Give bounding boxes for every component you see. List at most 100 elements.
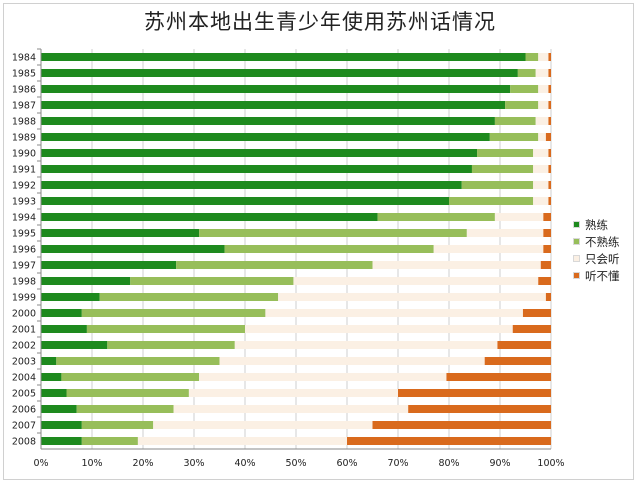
bar-segment-0: [41, 405, 77, 413]
x-tick-label: 50%: [285, 458, 306, 469]
legend-label-3: 听不懂: [585, 268, 620, 283]
y-tick-label: 1985: [12, 69, 36, 80]
y-tick-label: 2005: [12, 389, 36, 400]
y-tick-label: 1996: [12, 245, 36, 256]
bar-segment-3: [548, 117, 551, 125]
bar-segment-0: [41, 357, 57, 365]
bar-segment-3: [548, 181, 551, 189]
legend-label-1: 不熟练: [585, 234, 620, 249]
bar-segment-0: [41, 389, 67, 397]
y-tick-label: 1993: [12, 197, 36, 208]
legend-swatch-0: [573, 221, 580, 228]
x-tick-label: 60%: [336, 458, 357, 469]
bar-segment-2: [188, 389, 398, 397]
bar-segment-1: [489, 133, 539, 141]
bar-segment-1: [199, 229, 467, 237]
bar-segment-2: [538, 53, 549, 61]
bar-segment-0: [41, 245, 225, 253]
bar-segment-1: [510, 85, 539, 93]
bar-segment-2: [153, 421, 373, 429]
bar-segment-3: [512, 325, 551, 333]
x-tick-label: 100%: [537, 458, 564, 469]
y-tick-label: 1987: [12, 101, 36, 112]
chart-frame: [3, 3, 634, 480]
legend-swatch-1: [573, 238, 580, 245]
bar-segment-0: [41, 229, 200, 237]
x-tick-label: 0%: [33, 458, 48, 469]
bar-segment-2: [535, 69, 549, 77]
bar-segment-2: [234, 341, 498, 349]
bar-segment-3: [540, 261, 551, 269]
bar-segment-3: [545, 133, 551, 141]
bar-segment-2: [535, 117, 549, 125]
y-tick-label: 1998: [12, 277, 36, 288]
bar-segment-1: [471, 165, 534, 173]
legend-item-1: 不熟练: [573, 233, 620, 250]
y-tick-label: 1992: [12, 181, 36, 192]
bar-segment-0: [41, 437, 82, 445]
bar-segment-3: [522, 309, 551, 317]
bar-segment-0: [41, 213, 378, 221]
chart-legend: 熟练 不熟练 只会听 听不懂: [573, 216, 620, 284]
bar-segment-1: [130, 277, 294, 285]
bar-segment-1: [107, 341, 235, 349]
bar-segment-0: [41, 197, 449, 205]
bar-segment-2: [293, 277, 539, 285]
bar-segment-0: [41, 261, 177, 269]
bar-segment-2: [538, 85, 549, 93]
bar-segment-1: [86, 325, 246, 333]
x-tick-label: 40%: [234, 458, 255, 469]
bar-segment-1: [61, 373, 200, 381]
bar-segment-2: [245, 325, 513, 333]
bar-segment-0: [41, 101, 506, 109]
bar-segment-2: [533, 197, 549, 205]
y-tick-label: 1997: [12, 261, 36, 272]
bar-segment-2: [199, 373, 447, 381]
bar-segment-3: [548, 69, 551, 77]
bar-segment-1: [81, 309, 266, 317]
bar-segment-3: [548, 149, 551, 157]
bar-segment-3: [497, 341, 551, 349]
y-tick-label: 2007: [12, 421, 36, 432]
bar-segment-1: [224, 245, 434, 253]
y-tick-label: 2003: [12, 357, 36, 368]
bar-segment-0: [41, 149, 478, 157]
bar-segment-2: [494, 213, 544, 221]
bar-segment-1: [81, 421, 154, 429]
bar-segment-0: [41, 277, 131, 285]
x-tick-label: 20%: [132, 458, 153, 469]
bar-segment-0: [41, 133, 490, 141]
legend-label-0: 熟练: [585, 217, 608, 232]
bar-segment-3: [543, 245, 551, 253]
chart-title: 苏州本地出生青少年使用苏州话情况: [144, 10, 496, 34]
bar-segment-3: [548, 53, 551, 61]
bar-segment-2: [533, 181, 549, 189]
bar-segment-1: [377, 213, 495, 221]
bar-segment-1: [517, 69, 536, 77]
bar-segment-2: [173, 405, 409, 413]
bar-segment-0: [41, 181, 462, 189]
y-tick-label: 1988: [12, 117, 36, 128]
y-tick-label: 1995: [12, 229, 36, 240]
legend-swatch-2: [573, 255, 580, 262]
x-tick-label: 90%: [489, 458, 510, 469]
bar-segment-1: [76, 405, 174, 413]
bar-segment-1: [494, 117, 536, 125]
bar-segment-1: [449, 197, 534, 205]
bar-segment-3: [347, 437, 551, 445]
y-tick-label: 1991: [12, 165, 36, 176]
legend-swatch-3: [573, 272, 580, 279]
bar-segment-3: [543, 213, 551, 221]
bar-segment-1: [505, 101, 539, 109]
bar-segment-2: [137, 437, 347, 445]
legend-item-3: 听不懂: [573, 267, 620, 284]
y-tick-label: 2001: [12, 325, 36, 336]
bar-segment-2: [278, 293, 546, 301]
bar-segment-0: [41, 53, 526, 61]
y-tick-label: 1989: [12, 133, 36, 144]
legend-item-0: 熟练: [573, 216, 620, 233]
y-tick-label: 2008: [12, 437, 36, 448]
bar-segment-3: [484, 357, 551, 365]
x-tick-label: 10%: [81, 458, 102, 469]
bar-segment-1: [461, 181, 534, 189]
